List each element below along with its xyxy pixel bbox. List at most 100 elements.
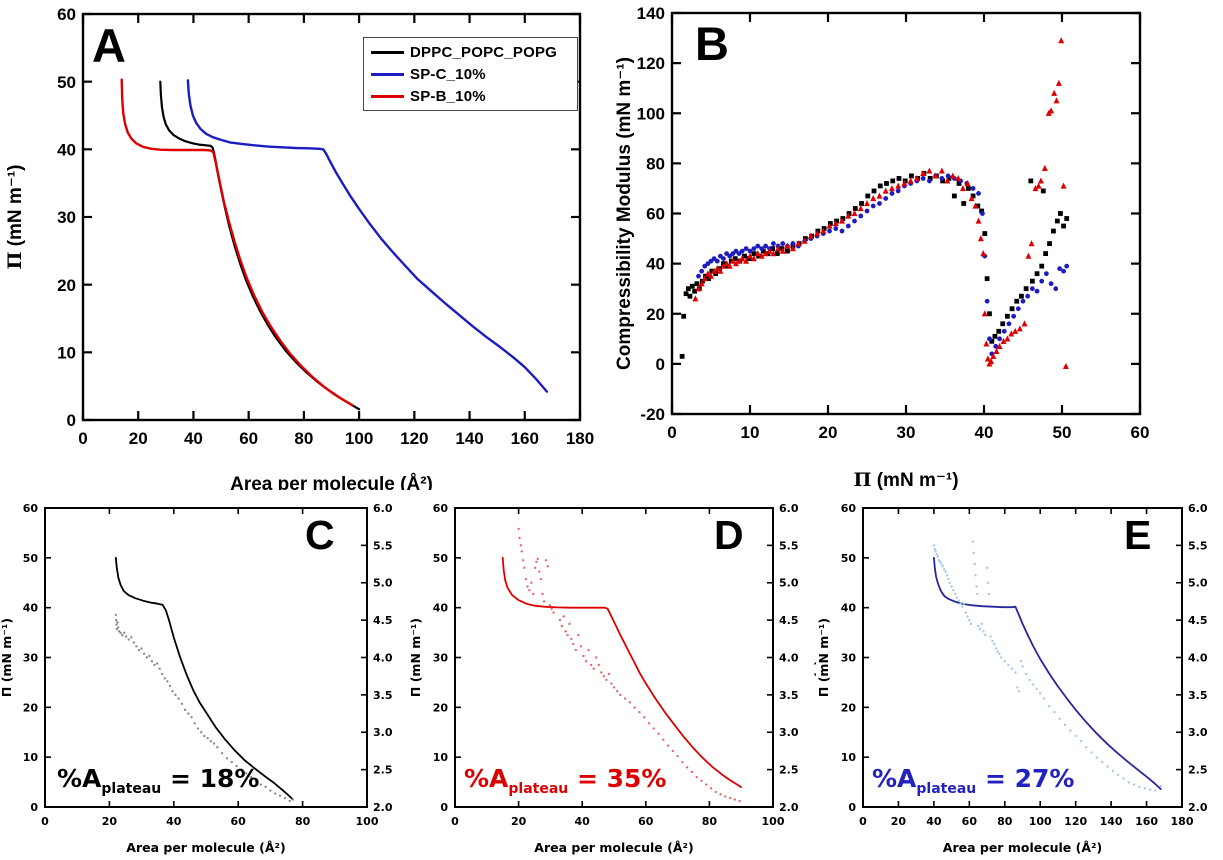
svg-text:5.0: 5.0 (779, 577, 799, 590)
svg-text:100: 100 (1029, 815, 1052, 828)
axes-layer: 0 20 40 60 80 100 0 10 20 30 40 50 60 2.0 2.5 3.0 3.5 4.0… (0, 502, 408, 855)
svg-text:100: 100 (637, 104, 665, 123)
svg-text:60: 60 (646, 205, 665, 224)
svg-text:40: 40 (184, 429, 203, 448)
svg-text:2.5: 2.5 (373, 764, 393, 777)
series-dDelta (517, 527, 741, 803)
svg-text:140: 140 (455, 429, 483, 448)
svg-text:5.5: 5.5 (373, 539, 393, 552)
svg-text:2.0: 2.0 (779, 801, 799, 814)
series-SP-B_10% (692, 37, 1069, 370)
svg-text:140: 140 (637, 4, 665, 23)
svg-text:30: 30 (57, 208, 76, 227)
svg-text:6.0: 6.0 (1188, 502, 1208, 515)
svg-text:60: 60 (638, 815, 654, 828)
y-axis-ticks: 0 10 20 30 40 50 60 (841, 502, 869, 814)
series-dDelta (114, 613, 295, 803)
series-layer (114, 556, 295, 803)
axes-layer: 0 20 40 60 80 100 0 10 20 30 40 50 60 2.0 2.5 3.0 3.5 4.0… (408, 502, 816, 855)
svg-text:30: 30 (897, 423, 916, 442)
svg-text:60: 60 (231, 815, 247, 828)
svg-text:3.5: 3.5 (1188, 689, 1208, 702)
x-axis-label: Area per molecule (Å²) (126, 840, 285, 855)
svg-text:100: 100 (356, 815, 379, 828)
panel-a-isotherms-chart: 0 20 40 60 80 100 120 140 160 180 0 10 20 30 40 50 60 Are… (4, 5, 594, 490)
svg-text:10: 10 (433, 751, 449, 764)
svg-text:20: 20 (57, 276, 76, 295)
svg-text:4.0: 4.0 (373, 651, 393, 664)
axes-layer: 0 20 40 60 80 100 120 140 160 180 0 10 20 30 40 50 60 Are… (4, 5, 594, 490)
x-axis-ticks: 0 20 40 60 80 100 120 140 160 180 (859, 508, 1194, 828)
svg-text:5.5: 5.5 (779, 539, 799, 552)
svg-text:2.0: 2.0 (373, 801, 393, 814)
svg-text:3.0: 3.0 (1188, 726, 1208, 739)
legend-label: SP-B_10% (410, 87, 486, 105)
svg-text:6.0: 6.0 (779, 502, 799, 515)
series-SP-C_10% (696, 173, 1070, 357)
series-DPPC_POPC_POPG (159, 80, 361, 411)
y-axis-ticks: -20 0 20 40 60 80 100 120 140 (637, 4, 1140, 424)
y-axis-label: Π (mN m⁻¹) (0, 618, 14, 697)
series-isotherm (933, 556, 1162, 791)
legend-label: DPPC_POPC_POPG (410, 43, 558, 61)
svg-text:80: 80 (295, 815, 311, 828)
legend-label: SP-C_10% (410, 65, 486, 83)
svg-text:40: 40 (926, 815, 942, 828)
x-axis-ticks: 0 20 40 60 80 100 (451, 508, 785, 828)
svg-text:4.5: 4.5 (373, 614, 393, 627)
series-SP-B_10% (120, 78, 354, 407)
svg-text:5.0: 5.0 (1188, 577, 1208, 590)
svg-text:140: 140 (1100, 815, 1123, 828)
plateau-annotation-e: %Aplateau = 27% (872, 764, 1075, 797)
legend-item-dppc-popc-popg: DPPC_POPC_POPG (371, 41, 572, 63)
svg-text:4.5: 4.5 (1188, 614, 1208, 627)
y-axis-label: Compressibility Modulus (mN m⁻¹) (614, 57, 635, 370)
svg-text:20: 20 (819, 423, 838, 442)
svg-text:80: 80 (997, 815, 1013, 828)
svg-text:50: 50 (23, 552, 39, 565)
y-axis-label: Π (mN m⁻¹) (408, 618, 423, 697)
legend-line-swatch-black (371, 50, 404, 54)
y2-axis-label: dΔ (°) (407, 637, 408, 678)
svg-text:60: 60 (239, 429, 258, 448)
svg-text:80: 80 (646, 154, 665, 173)
svg-text:6.0: 6.0 (373, 502, 393, 515)
svg-text:40: 40 (166, 815, 182, 828)
svg-text:160: 160 (511, 429, 539, 448)
svg-text:2.5: 2.5 (779, 764, 799, 777)
svg-text:120: 120 (400, 429, 428, 448)
panel-e-spc-chart: 0 20 40 60 80 100 120 140 160 180 0 10 20 30 40 50 60 2.0… (816, 502, 1223, 855)
svg-text:10: 10 (741, 423, 760, 442)
svg-text:0: 0 (656, 355, 665, 374)
svg-text:5.5: 5.5 (1188, 539, 1208, 552)
svg-text:-20: -20 (640, 405, 665, 424)
svg-text:5.0: 5.0 (373, 577, 393, 590)
legend-item-spb-10: SP-B_10% (371, 85, 572, 107)
svg-text:40: 40 (433, 602, 449, 615)
svg-text:10: 10 (57, 343, 76, 362)
series-dDelta (932, 540, 1162, 792)
series-isotherm (114, 556, 294, 801)
svg-text:4.0: 4.0 (1188, 651, 1208, 664)
svg-text:180: 180 (566, 429, 594, 448)
y2-axis-ticks: 2.0 2.5 3.0 3.5 4.0 4.5 5.0 5.5 6.0 (1176, 502, 1208, 814)
x-axis-label: Π (mN m⁻¹) (853, 469, 958, 490)
y2-axis-label: dΔ (°) (813, 637, 816, 678)
legend-line-swatch-blue (371, 72, 404, 76)
svg-text:60: 60 (23, 502, 39, 515)
panel-d-spb-chart: 0 20 40 60 80 100 0 10 20 30 40 50 60 2.0 2.5 3.0 3.5 4.0… (408, 502, 816, 855)
panel-letter-b: B (695, 17, 729, 70)
svg-text:160: 160 (1135, 815, 1158, 828)
svg-text:20: 20 (129, 429, 148, 448)
svg-text:0: 0 (451, 815, 459, 828)
y2-axis-ticks: 2.0 2.5 3.0 3.5 4.0 4.5 5.0 5.5 6.0 (361, 502, 393, 814)
svg-text:4.0: 4.0 (779, 651, 799, 664)
y-axis-ticks: 0 10 20 30 40 50 60 (23, 502, 51, 814)
svg-text:3.0: 3.0 (373, 726, 393, 739)
svg-text:50: 50 (433, 552, 449, 565)
svg-text:40: 40 (646, 255, 665, 274)
panel-a-legend: DPPC_POPC_POPG SP-C_10% SP-B_10% (363, 37, 578, 111)
plateau-annotation-d: %Aplateau = 35% (464, 764, 667, 797)
